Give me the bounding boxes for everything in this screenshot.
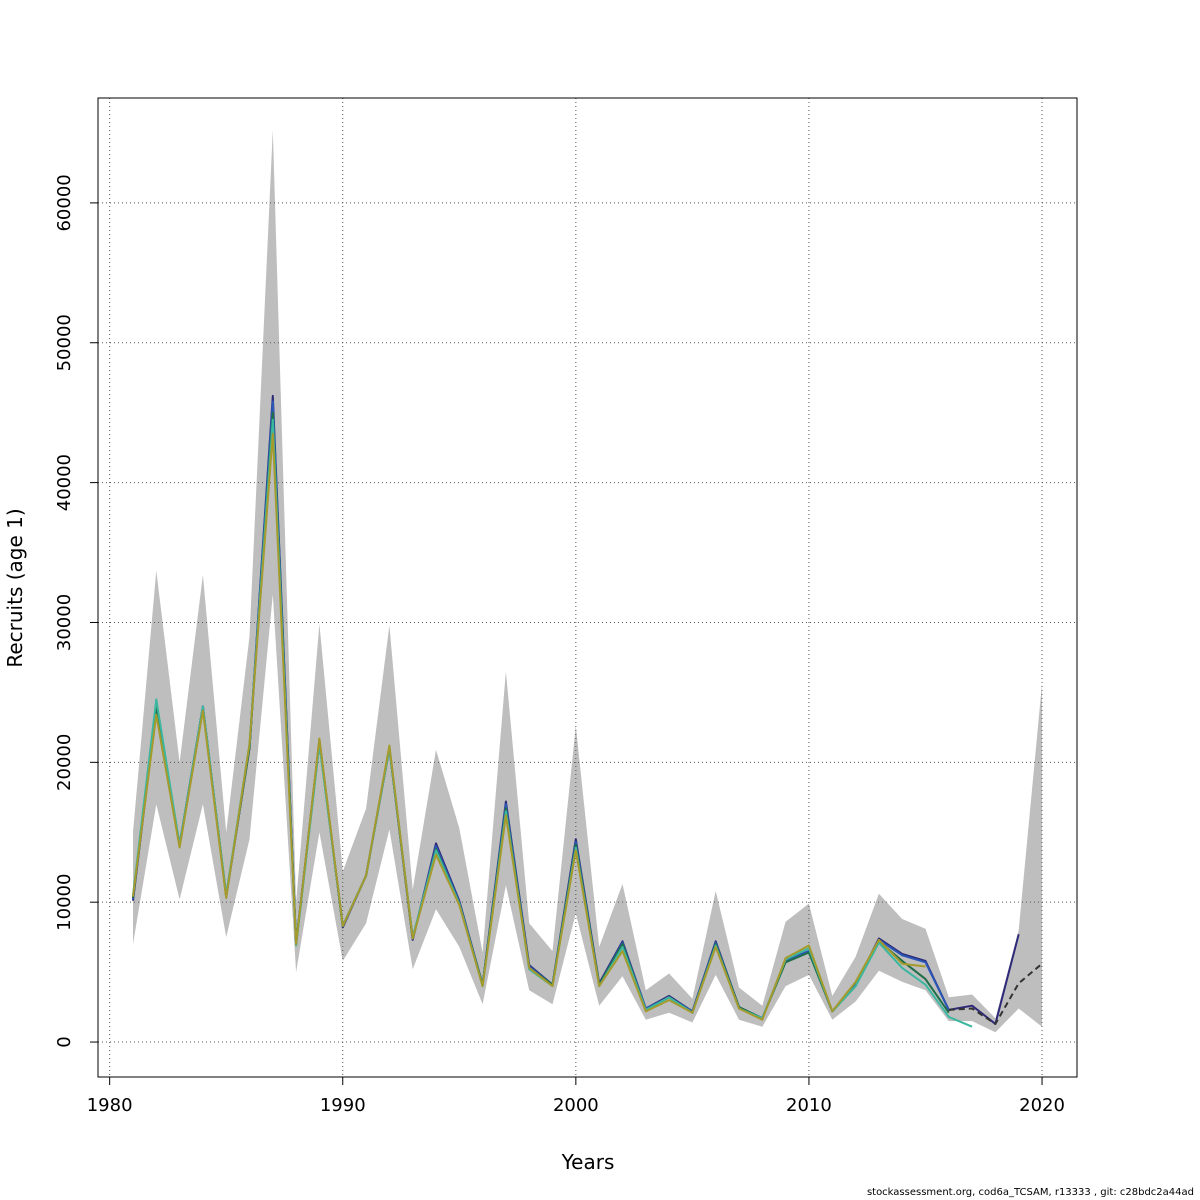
plot-frame xyxy=(97,97,1078,1078)
x-tick-label-2010: 2010 xyxy=(786,1095,832,1116)
y-tick-label-10000: 10000 xyxy=(54,874,75,931)
y-axis-title: Recruits (age 1) xyxy=(3,508,27,667)
confidence-band xyxy=(133,130,1042,1033)
x-tick-label-1980: 1980 xyxy=(87,1095,133,1116)
series-line-6 xyxy=(948,962,1043,1025)
series-layer xyxy=(132,394,1043,1028)
y-tick-label-0: 0 xyxy=(54,1036,75,1047)
y-tick-label-20000: 20000 xyxy=(54,734,75,791)
x-tick-label-2020: 2020 xyxy=(1019,1095,1065,1116)
y-tick-label-60000: 60000 xyxy=(54,174,75,231)
y-tick-label-50000: 50000 xyxy=(54,314,75,371)
series-line-5 xyxy=(132,432,926,1021)
confidence-band-layer xyxy=(133,130,1042,1033)
footnote: stockassessment.org, cod6a_TCSAM, r13333… xyxy=(866,1187,1194,1198)
x-axis-title: Years xyxy=(561,1150,615,1174)
axis-layer: 1980 1990 2000 2010 2020 0 10000 20000 30000 4000… xyxy=(54,174,1065,1116)
x-tick-label-2000: 2000 xyxy=(553,1095,599,1116)
y-tick-label-30000: 30000 xyxy=(54,594,75,651)
y-tick-label-40000: 40000 xyxy=(54,454,75,511)
x-tick-label-1990: 1990 xyxy=(320,1095,366,1116)
